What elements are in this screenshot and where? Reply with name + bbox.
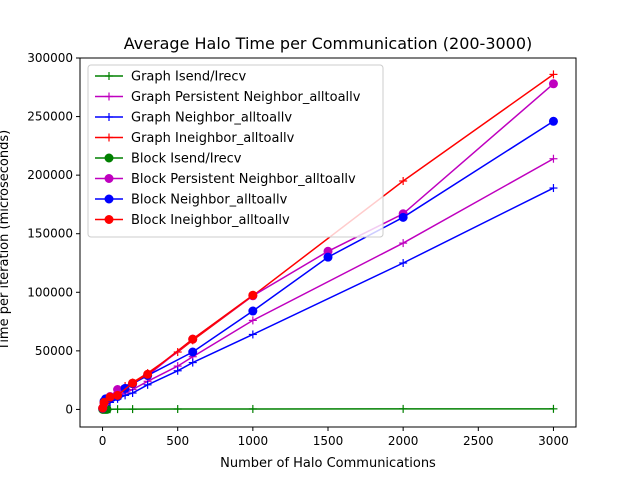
data-point [399, 404, 408, 413]
legend-entry: Block Isend/Irecv [95, 152, 242, 167]
x-tick-label: 2000 [388, 434, 419, 448]
data-point [248, 404, 257, 413]
legend-entry: Graph Isend/Irecv [95, 70, 247, 85]
legend-marker [105, 133, 113, 142]
legend-label: Graph Ineighbor_alltoallv [131, 131, 295, 146]
legend-marker [104, 215, 114, 224]
x-tick-label: 1500 [313, 434, 344, 448]
legend-marker [104, 153, 114, 163]
data-point [128, 389, 137, 398]
legend-label: Block Neighbor_alltoallv [131, 193, 288, 208]
legend-label: Block Persistent Neighbor_alltoallv [131, 172, 356, 187]
series-layer [98, 70, 558, 414]
data-point [549, 184, 558, 193]
data-point [549, 404, 558, 413]
legend: Graph Isend/Irecv Graph Persistent Neighb… [87, 64, 384, 238]
y-tick-label: 0 [65, 402, 73, 416]
y-tick-label: 200000 [27, 168, 73, 182]
data-point [113, 390, 123, 400]
legend-label: Block Ineighbor_alltoallv [131, 213, 290, 228]
x-tick-label: 2500 [463, 434, 494, 448]
legend-box [87, 64, 384, 238]
y-tick-label: 100000 [27, 285, 73, 299]
legend-marker [104, 194, 114, 204]
x-tick-label: 3000 [538, 434, 569, 448]
legend-marker [105, 72, 113, 80]
data-point [188, 358, 197, 367]
x-tick-label: 500 [166, 434, 189, 448]
legend-entry: Block Neighbor_alltoallv [95, 193, 288, 208]
legend-entry: Graph Persistent Neighbor_alltoallv [95, 90, 361, 105]
data-point [548, 79, 558, 89]
data-point [128, 405, 137, 414]
legend-label: Block Isend/Irecv [131, 152, 242, 167]
data-point [548, 116, 558, 126]
data-point [549, 70, 558, 79]
y-axis: 0 50000 100000 150000 200000 250000 300000 [27, 51, 80, 416]
x-tick-label: 1000 [238, 434, 269, 448]
series-7 [98, 290, 258, 413]
data-point [188, 347, 198, 357]
data-point [248, 316, 257, 325]
legend-marker [105, 113, 113, 121]
data-point [248, 290, 258, 300]
data-point [323, 252, 333, 262]
y-tick-label: 50000 [35, 344, 73, 358]
data-point [248, 306, 258, 316]
x-tick-label: 0 [99, 434, 107, 448]
legend-label: Graph Neighbor_alltoallv [131, 111, 292, 126]
data-point [143, 369, 153, 379]
legend-marker [105, 92, 113, 101]
x-axis-label: Number of Halo Communications [220, 456, 436, 471]
data-point [399, 239, 408, 248]
data-point [398, 212, 408, 222]
data-point [113, 405, 122, 414]
legend-entry: Graph Neighbor_alltoallv [95, 111, 292, 126]
data-point [549, 154, 558, 163]
legend-marker [104, 174, 114, 183]
data-point [248, 330, 257, 339]
legend-entry: Graph Ineighbor_alltoallv [95, 131, 295, 146]
legend-entry: Block Persistent Neighbor_alltoallv [95, 172, 356, 187]
data-point [128, 378, 138, 388]
y-axis-label: Time per iteration (microseconds) [0, 130, 12, 351]
data-point [99, 397, 109, 407]
y-tick-label: 250000 [27, 110, 73, 124]
data-point [105, 392, 115, 402]
x-axis: 0 500 1000 1500 2000 2500 3000 [99, 427, 569, 448]
data-point [399, 259, 408, 267]
chart-title: Average Halo Time per Communication (200… [124, 34, 533, 53]
legend-label: Graph Isend/Irecv [131, 70, 247, 85]
data-point [399, 177, 408, 185]
y-tick-label: 150000 [27, 227, 73, 241]
data-point [173, 366, 182, 375]
data-point [143, 380, 152, 389]
legend-entry: Block Ineighbor_alltoallv [95, 213, 290, 228]
y-tick-label: 300000 [27, 51, 73, 65]
data-point [173, 405, 182, 414]
legend-label: Graph Persistent Neighbor_alltoallv [131, 90, 361, 105]
data-point [188, 334, 198, 344]
